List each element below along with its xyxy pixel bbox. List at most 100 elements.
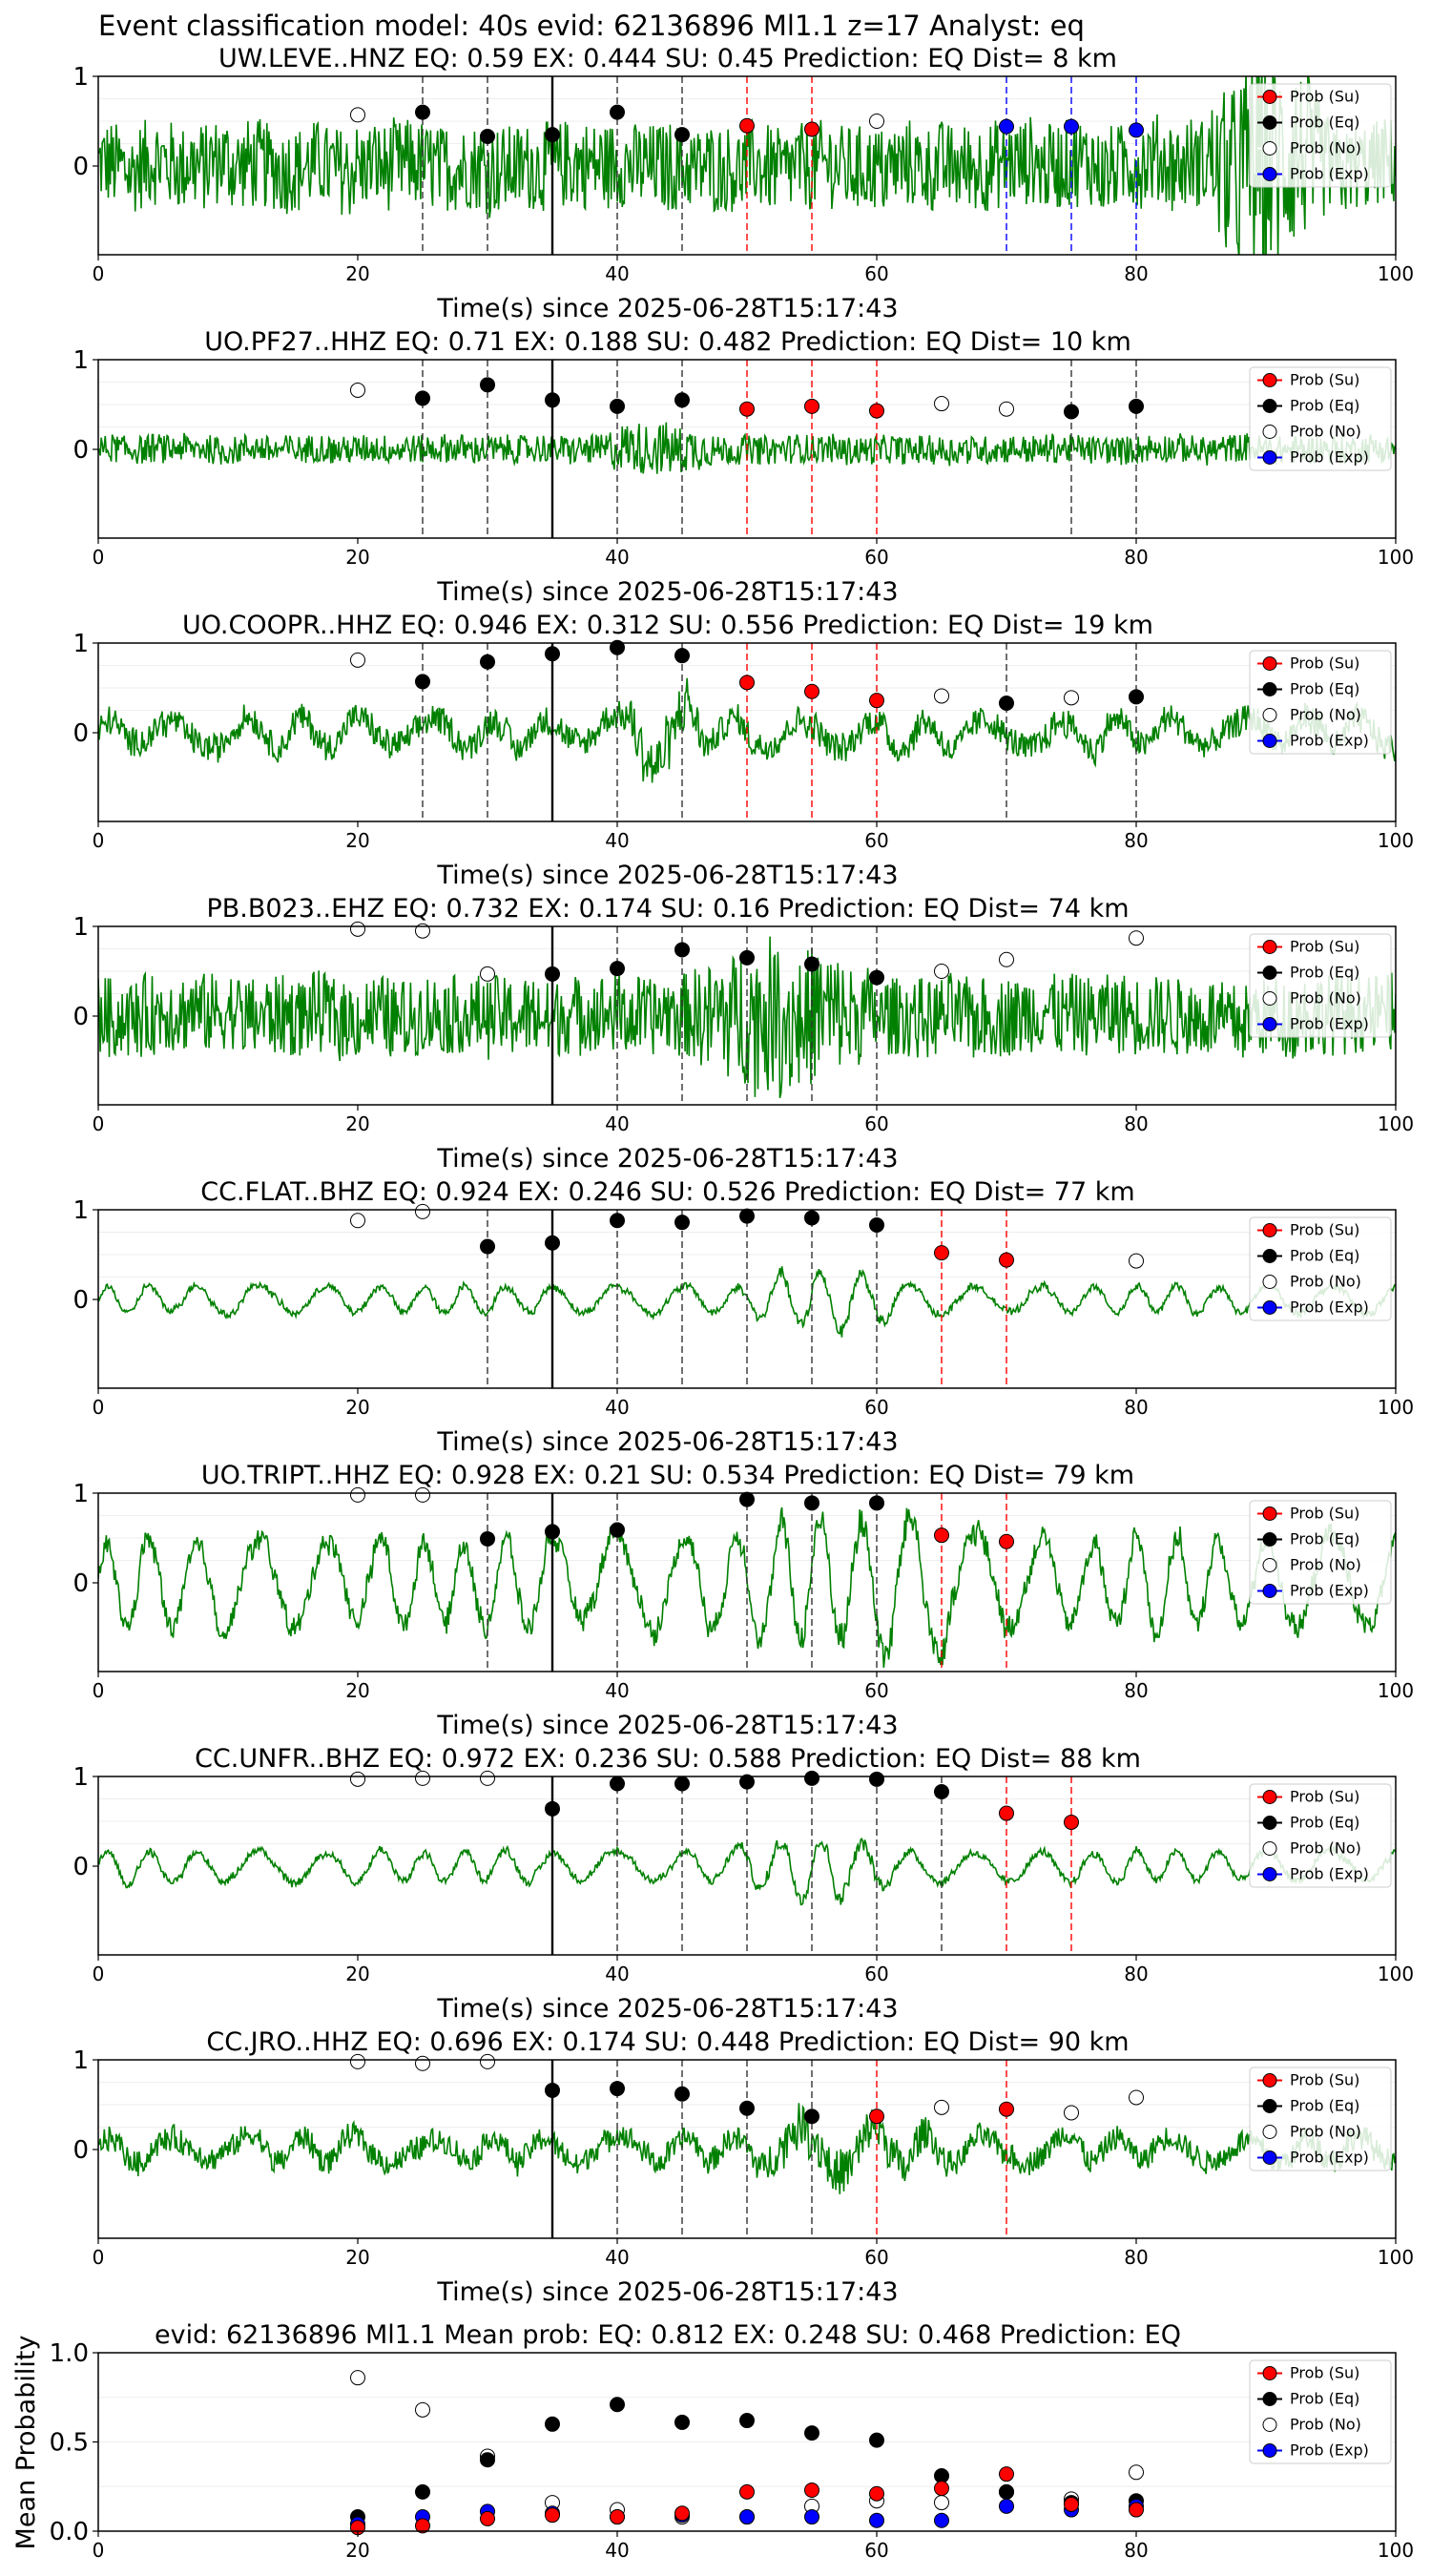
prob-marker-su	[999, 1805, 1014, 1821]
prob-marker-no	[1064, 690, 1079, 706]
legend-label-eq: Prob (Eq)	[1290, 1814, 1359, 1832]
prob-marker-no	[999, 401, 1014, 417]
x-tick-label: 40	[605, 2539, 629, 2562]
legend-marker-eq	[1262, 2099, 1277, 2113]
prob-marker-no	[934, 688, 949, 704]
y-tick-label: 1	[73, 346, 89, 375]
prob-marker-eq	[739, 949, 755, 966]
mean-marker-eq	[674, 2414, 690, 2430]
prob-marker-eq	[480, 1238, 495, 1255]
legend-marker-no	[1262, 141, 1277, 156]
prob-marker-no	[350, 1771, 365, 1787]
x-axis-label: Time(s) since 2025-06-28T15:17:43	[436, 1994, 898, 2024]
prob-marker-eq	[739, 2100, 755, 2116]
x-tick-label: 40	[605, 1679, 629, 1702]
x-tick-label: 20	[345, 546, 369, 569]
mean-marker-eq	[610, 2397, 625, 2413]
prob-marker-su	[804, 683, 819, 699]
prob-marker-eq	[1064, 404, 1079, 420]
y-tick-label: 0.0	[50, 2518, 89, 2546]
x-axis-label: Time(s) since 2025-06-28T15:17:43	[436, 294, 898, 323]
legend-marker-eq	[1262, 682, 1277, 696]
legend-marker-exp	[1262, 1300, 1277, 1315]
x-tick-label: 100	[1378, 829, 1414, 852]
x-tick-label: 100	[1378, 1112, 1414, 1135]
x-tick-label: 100	[1378, 1396, 1414, 1419]
x-tick-label: 40	[605, 1396, 629, 1419]
legend-label-exp: Prob (Exp)	[1290, 2441, 1369, 2460]
y-tick-label: 1	[73, 63, 89, 92]
mean-marker-eq	[480, 2452, 495, 2468]
y-tick-label: 0	[73, 436, 89, 465]
legend-marker-no	[1262, 2418, 1277, 2432]
legend-frame	[1249, 83, 1392, 188]
legend-marker-exp	[1262, 1867, 1277, 1881]
legend-label-no: Prob (No)	[1290, 139, 1361, 157]
legend-marker-eq	[1262, 115, 1277, 130]
panel-1: UW.LEVE..HNZ EQ: 0.59 EX: 0.444 SU: 0.45…	[73, 44, 1414, 323]
x-tick-label: 0	[93, 546, 105, 569]
legend-frame	[1249, 650, 1392, 755]
prob-marker-no	[480, 2053, 495, 2069]
x-tick-label: 0	[93, 1112, 105, 1135]
prob-marker-eq	[804, 1770, 819, 1786]
x-tick-label: 60	[864, 1679, 888, 1702]
prob-marker-su	[869, 2109, 884, 2125]
x-tick-label: 80	[1124, 262, 1148, 285]
legend-marker-su	[1262, 1506, 1277, 1521]
panel-7: CC.UNFR..BHZ EQ: 0.972 EX: 0.236 SU: 0.5…	[73, 1744, 1414, 2024]
legend-label-eq: Prob (Eq)	[1290, 1247, 1359, 1265]
prob-marker-no	[415, 923, 430, 939]
mean-marker-eq	[804, 2425, 819, 2441]
legend-marker-exp	[1262, 1584, 1277, 1598]
prob-marker-eq	[804, 1495, 819, 1511]
x-tick-label: 100	[1378, 2539, 1414, 2562]
x-tick-label: 0	[93, 1396, 105, 1419]
x-tick-label: 40	[605, 262, 629, 285]
legend-label-su: Prob (Su)	[1290, 1221, 1359, 1239]
prob-marker-exp	[1064, 118, 1079, 135]
x-tick-label: 60	[864, 829, 888, 852]
prob-marker-no	[415, 1203, 430, 1219]
x-tick-label: 20	[345, 1679, 369, 1702]
legend-frame	[1249, 933, 1392, 1038]
prob-marker-su	[739, 117, 755, 134]
panel-6: UO.TRIPT..HHZ EQ: 0.928 EX: 0.21 SU: 0.5…	[73, 1461, 1414, 1740]
prob-marker-eq	[804, 956, 819, 972]
prob-marker-no	[350, 1486, 365, 1503]
x-tick-label: 100	[1378, 1963, 1414, 1985]
x-tick-label: 80	[1124, 1112, 1148, 1135]
prob-marker-eq	[1129, 689, 1144, 705]
panel-title: PB.B023..EHZ EQ: 0.732 EX: 0.174 SU: 0.1…	[206, 894, 1129, 924]
prob-marker-eq	[674, 1215, 690, 1231]
legend-marker-exp	[1262, 734, 1277, 748]
mean-marker-su	[480, 2510, 495, 2526]
x-axis-label: Time(s) since 2025-06-28T15:17:43	[436, 861, 898, 890]
x-tick-label: 60	[864, 262, 888, 285]
prob-marker-su	[739, 675, 755, 691]
legend-label-eq: Prob (Eq)	[1290, 2390, 1359, 2408]
mean-panel: evid: 62136896 Ml1.1 Mean prob: EQ: 0.81…	[11, 2320, 1414, 2562]
legend-marker-eq	[1262, 966, 1277, 980]
panel-title: UO.TRIPT..HHZ EQ: 0.928 EX: 0.21 SU: 0.5…	[201, 1461, 1134, 1490]
legend-label-eq: Prob (Eq)	[1290, 114, 1359, 132]
prob-marker-no	[999, 951, 1014, 967]
mean-marker-su	[415, 2518, 430, 2534]
y-tick-label: 0	[73, 1003, 89, 1031]
mean-marker-su	[999, 2466, 1014, 2483]
mean-marker-no	[934, 2495, 949, 2511]
legend-marker-eq	[1262, 1532, 1277, 1547]
x-tick-label: 60	[864, 1112, 888, 1135]
prob-marker-eq	[739, 1208, 755, 1224]
prob-marker-no	[350, 652, 365, 668]
legend-marker-su	[1262, 90, 1277, 104]
prob-marker-no	[415, 1486, 430, 1503]
prob-marker-eq	[739, 1774, 755, 1790]
prob-marker-eq	[674, 942, 690, 958]
prob-marker-no	[934, 396, 949, 412]
prob-marker-eq	[545, 392, 560, 408]
legend-marker-su	[1262, 1223, 1277, 1237]
legend-marker-eq	[1262, 1249, 1277, 1263]
panel-5: CC.FLAT..BHZ EQ: 0.924 EX: 0.246 SU: 0.5…	[73, 1177, 1414, 1457]
prob-marker-no	[415, 1770, 430, 1786]
